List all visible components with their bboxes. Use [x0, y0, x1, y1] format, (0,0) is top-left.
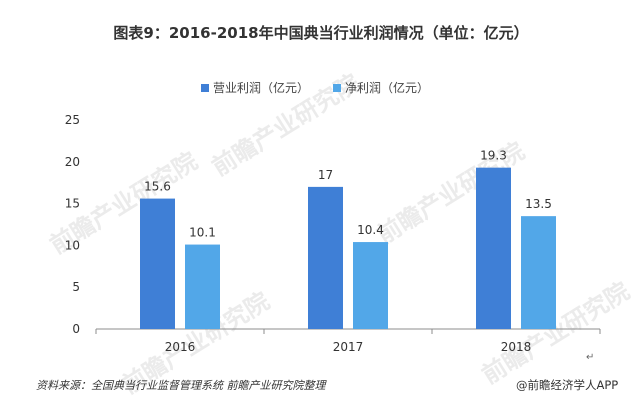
legend-swatch-1: [201, 84, 209, 92]
bar-2018-series-2: [521, 216, 556, 329]
data-label-2016-series-2: 10.1: [189, 226, 216, 240]
y-tick-label: 0: [72, 322, 80, 336]
legend-label-2: 净利润（亿元）: [345, 80, 429, 95]
legend-label-1: 营业利润（亿元）: [213, 80, 309, 95]
x-tick-label: 2018: [501, 340, 532, 354]
legend-swatch-2: [333, 84, 341, 92]
data-label-2018-series-2: 13.5: [525, 197, 552, 211]
y-axis: 0 5 10 15 20 25: [65, 113, 80, 336]
brand-label: @前瞻经济学人APP: [516, 378, 619, 392]
bar-2017-series-1: [308, 186, 343, 329]
x-axis: 2016 2017 2018: [95, 328, 601, 354]
return-mark: ↵: [586, 352, 595, 363]
data-label-2016-series-1: 15.6: [144, 180, 171, 194]
data-labels: 15.6 10.1 17 10.4 19.3 13.5: [144, 149, 552, 240]
bars: [140, 167, 556, 329]
data-label-2018-series-1: 19.3: [480, 149, 507, 163]
data-label-2017-series-1: 17: [318, 168, 333, 182]
bar-2016-series-2: [185, 244, 220, 329]
y-tick-label: 5: [72, 280, 80, 294]
x-tick-label: 2017: [333, 340, 364, 354]
y-tick-label: 20: [65, 155, 80, 169]
x-tick-label: 2016: [165, 340, 196, 354]
data-label-2017-series-2: 10.4: [357, 223, 384, 237]
chart-title: 图表9：2016-2018年中国典当行业利润情况（单位：亿元）: [113, 24, 529, 42]
source-note: 资料来源：全国典当行业监督管理系统 前瞻产业研究院整理: [36, 379, 326, 392]
y-tick-label: 25: [65, 113, 80, 127]
y-tick-label: 15: [65, 197, 80, 211]
legend: 营业利润（亿元） 净利润（亿元）: [201, 80, 429, 95]
y-tick-label: 10: [65, 238, 80, 252]
bar-2018-series-1: [476, 167, 511, 329]
bar-2016-series-1: [140, 198, 175, 329]
bar-2017-series-2: [353, 242, 388, 329]
